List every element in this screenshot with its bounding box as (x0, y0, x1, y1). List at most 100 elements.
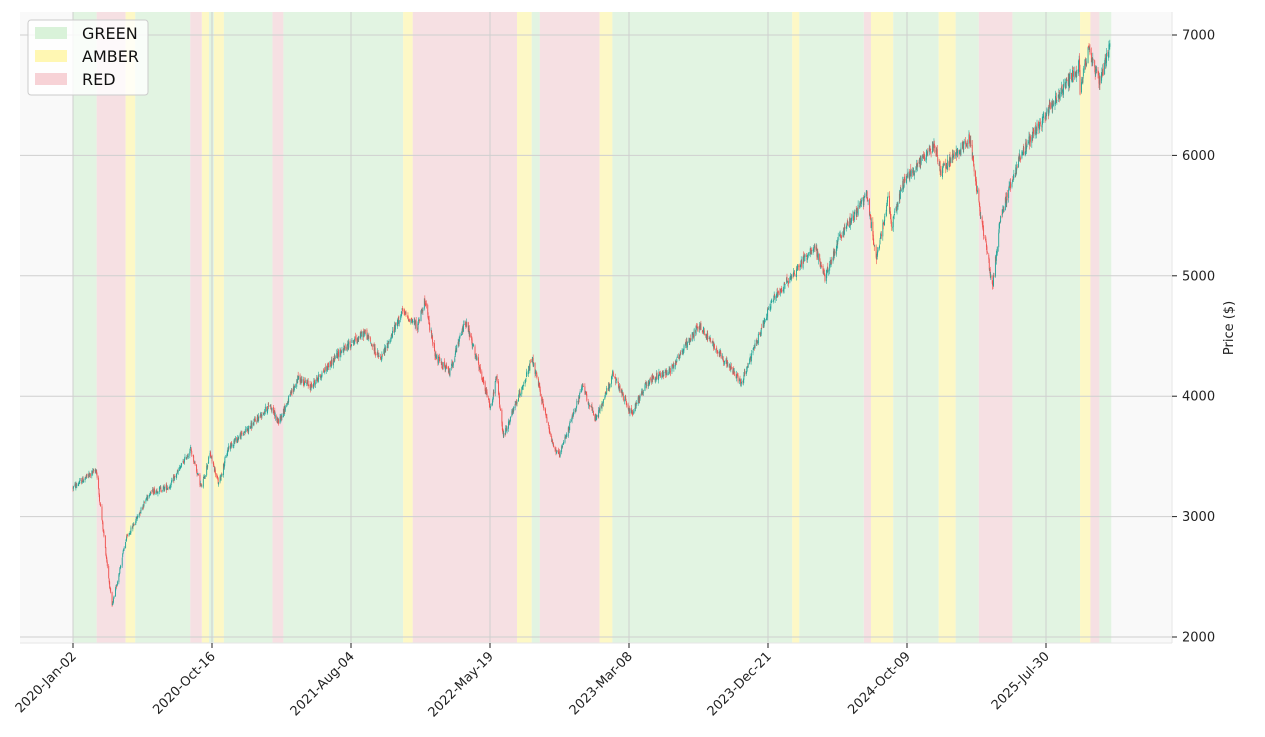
candle-down (511, 411, 513, 415)
candle-down (1094, 69, 1096, 75)
candle-down (946, 166, 948, 169)
candle-up (916, 164, 917, 169)
candle-down (82, 478, 84, 482)
candle-up (893, 214, 895, 216)
y-tick-label: 5000 (1182, 269, 1215, 284)
candle-up (170, 486, 171, 488)
candle-up (679, 353, 681, 356)
candle-down (971, 144, 973, 160)
candle-up (928, 147, 930, 152)
candle-up (381, 354, 383, 359)
candle-up (591, 406, 592, 408)
candle-up (903, 186, 905, 189)
candle-down (417, 327, 419, 331)
candle-up (323, 371, 325, 372)
candle-down (1014, 173, 1016, 175)
candle-up (347, 343, 349, 346)
candle-up (390, 337, 392, 341)
candle-up (656, 373, 657, 378)
candle-down (281, 415, 282, 419)
candle-down (398, 315, 400, 323)
candle-up (655, 377, 657, 380)
candle-up (234, 440, 236, 443)
candle-up (857, 204, 859, 215)
candle-down (859, 205, 861, 208)
candle-down (327, 362, 329, 368)
candle-down (363, 331, 364, 338)
candle-down (982, 222, 984, 228)
candle-down (639, 396, 641, 400)
candle-down (200, 483, 202, 486)
candle-down (403, 309, 405, 313)
candle-down (554, 447, 556, 449)
candle-down (801, 261, 803, 267)
candle-up (115, 586, 117, 589)
candle-up (231, 444, 233, 447)
candle-up (559, 451, 561, 457)
candle-up (763, 320, 765, 327)
y-tick-label: 6000 (1182, 149, 1215, 164)
candle-up (977, 190, 978, 193)
candle-up (250, 427, 252, 429)
candle-down (356, 339, 358, 342)
candle-down (314, 382, 316, 386)
regime-band-green (283, 12, 404, 643)
candle-down (388, 342, 390, 344)
candle-up (644, 382, 646, 385)
candle-down (98, 488, 100, 495)
candle-up (884, 216, 886, 221)
candle-down (504, 433, 506, 435)
candle-up (611, 373, 613, 377)
candle-up (145, 499, 147, 502)
candle-up (155, 491, 157, 495)
candle-down (280, 415, 281, 420)
candle-up (685, 342, 686, 346)
candle-up (159, 487, 161, 489)
candle-up (829, 261, 831, 265)
candle-up (651, 376, 653, 382)
candle-down (821, 265, 823, 267)
candle-down (293, 386, 295, 389)
candle-up (505, 428, 507, 430)
candle-up (885, 212, 887, 216)
candle-down (1049, 103, 1051, 110)
candle-up (1048, 110, 1050, 115)
candle-down (695, 330, 697, 333)
candle-down (257, 418, 259, 421)
candle-up (519, 393, 521, 396)
candle-down (1035, 125, 1037, 126)
candle-down (935, 150, 937, 154)
candle-down (336, 353, 338, 358)
candle-down (710, 341, 712, 343)
candle-down (424, 298, 426, 302)
candle-up (1008, 189, 1010, 199)
candle-up (326, 366, 328, 371)
candle-down (352, 340, 354, 343)
candle-up (532, 359, 534, 362)
candle-up (1022, 152, 1024, 156)
candle-up (751, 353, 753, 359)
candle-down (897, 204, 898, 207)
candle-up (655, 378, 656, 381)
candle-up (555, 449, 556, 451)
candle-down (614, 377, 616, 378)
candle-up (939, 161, 941, 166)
candle-down (669, 367, 671, 372)
candle-up (830, 259, 832, 266)
candle-up (454, 353, 456, 357)
candle-down (756, 341, 758, 344)
candle-up (661, 372, 663, 375)
candle-down (206, 465, 208, 467)
candle-down (568, 427, 570, 430)
candle-up (475, 355, 476, 357)
candle-up (742, 379, 744, 383)
candle-down (763, 321, 765, 326)
candle-up (836, 244, 838, 251)
candle-up (1043, 116, 1045, 117)
candle-up (793, 271, 795, 277)
candle-down (536, 374, 538, 378)
candle-up (581, 386, 583, 389)
candle-up (526, 372, 527, 378)
candle-up (478, 367, 480, 369)
candle-up (903, 176, 905, 187)
